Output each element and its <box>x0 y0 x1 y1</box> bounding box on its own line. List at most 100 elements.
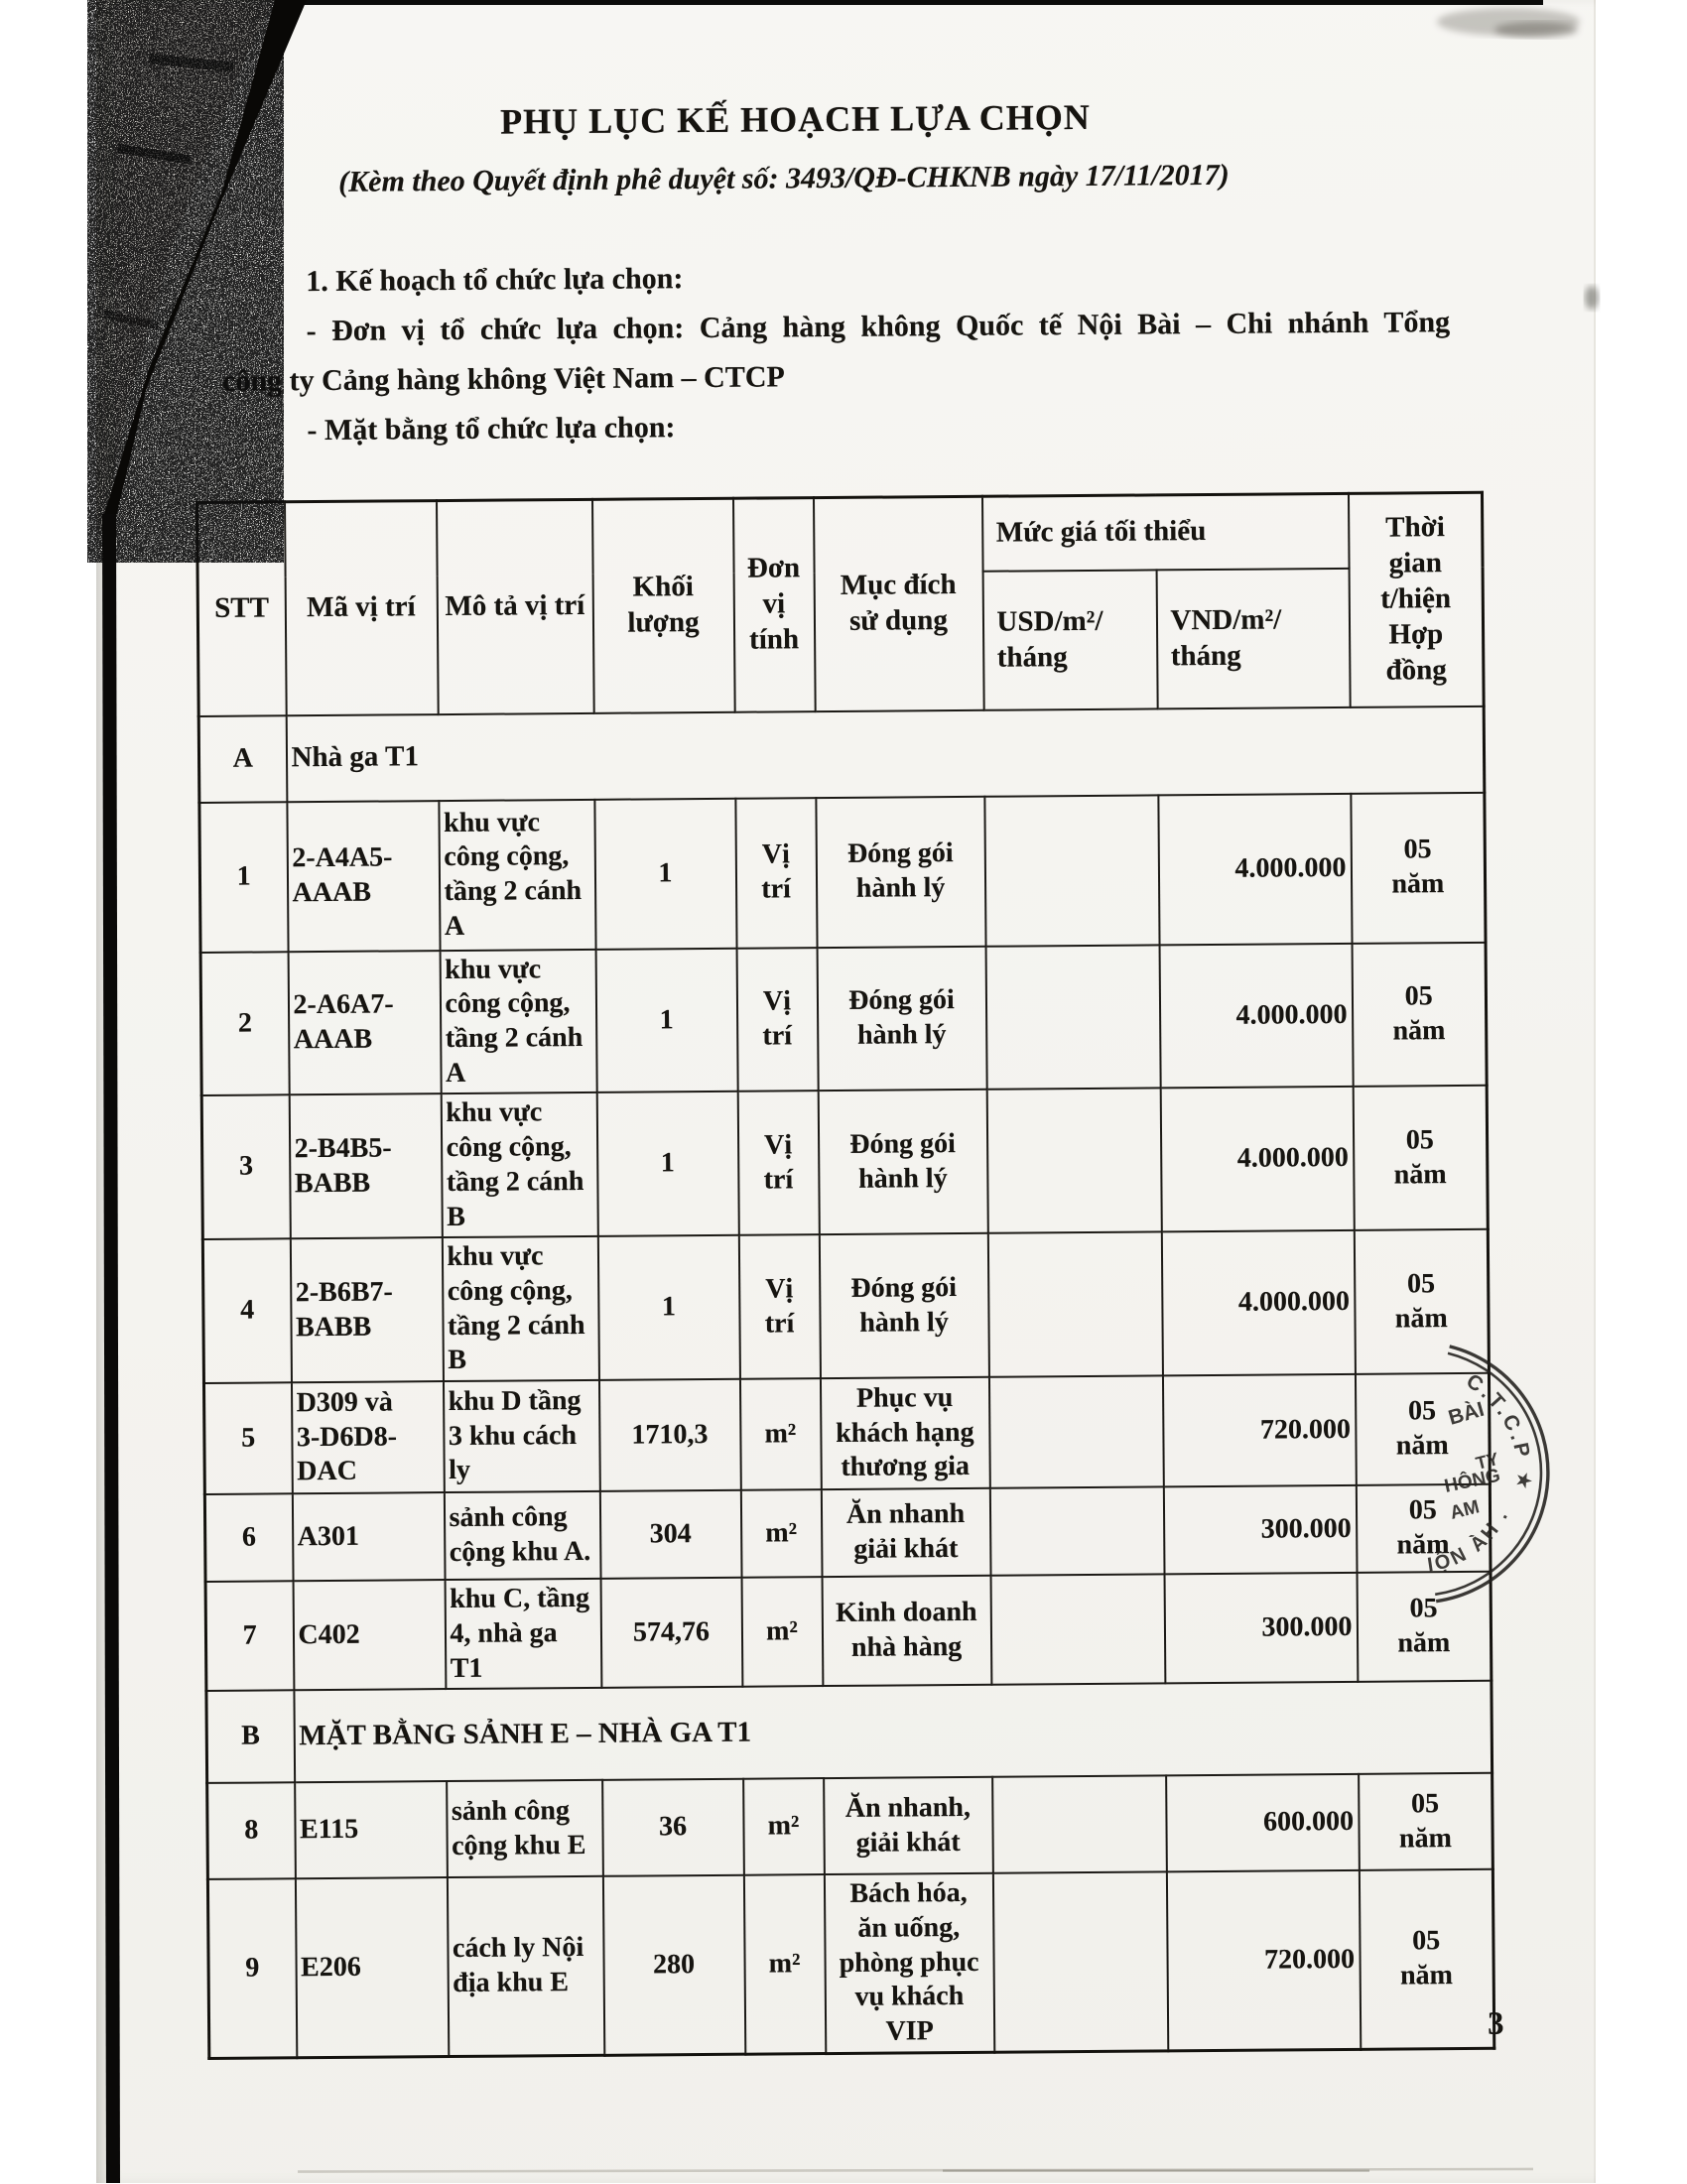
cell-thoi-gian: 05 năm <box>1359 1869 1494 2050</box>
cell-ma: E206 <box>295 1877 449 2058</box>
col-header-stt: STT <box>196 501 287 716</box>
section-stt-cell: A <box>198 714 287 803</box>
cell-khoi-luong: 36 <box>601 1778 744 1877</box>
cell-vnd: 600.000 <box>1165 1774 1360 1872</box>
col-header-muc-gia-toi-thieu: Mức giá tối thiểu <box>981 493 1350 572</box>
cell-mo-ta: khu C, tầng 4, nhà ga T1 <box>445 1578 601 1690</box>
cell-don-vi: m² <box>740 1489 823 1578</box>
cell-mo-ta: sảnh công cộng khu E <box>446 1780 603 1878</box>
cell-ma: 2-B6B7- BABB <box>290 1237 444 1383</box>
cell-vnd: 300.000 <box>1164 1572 1358 1684</box>
cell-ma: 2-A6A7- AAAB <box>288 950 442 1095</box>
cell-khoi-luong: 304 <box>599 1489 742 1579</box>
cell-mo-ta: khu vực công cộng, tầng 2 cánh B <box>441 1092 598 1238</box>
cell-ma: D309 và 3-D6D8- DAC <box>291 1381 445 1494</box>
table-row: 5 D309 và 3-D6D8- DAC khu D tầng 3 khu các… <box>203 1372 1491 1495</box>
cell-mo-ta: khu vực công cộng, tầng 2 cánh A <box>440 949 597 1094</box>
cell-khoi-luong: 280 <box>602 1874 745 2056</box>
section-row: B MẶT BẰNG SẢNH E – NHÀ GA T1 <box>205 1681 1492 1784</box>
document-subtitle: (Kèm theo Quyết định phê duyệt số: 3493/… <box>338 158 1230 198</box>
col-header-usd: USD/m²/ tháng <box>982 569 1158 710</box>
cell-stt: 2 <box>200 951 290 1096</box>
cell-vnd: 4.000.000 <box>1159 943 1354 1089</box>
cell-stt: 5 <box>203 1382 293 1495</box>
cell-stt: 3 <box>201 1094 291 1240</box>
col-header-khoi-luong: Khối lượng <box>591 498 735 713</box>
cell-thoi-gian: 05 năm <box>1355 1372 1491 1485</box>
cell-usd <box>986 1088 1162 1234</box>
cell-muc-dich: Bách hóa, ăn uống, phòng phục vụ khách V… <box>824 1873 994 2054</box>
cell-vnd: 4.000.000 <box>1161 1230 1356 1376</box>
line-mat-bang: - Mặt bằng tổ chức lựa chọn: <box>307 411 676 448</box>
cell-muc-dich: Đóng gói hành lý <box>818 1090 988 1235</box>
cell-ma: E115 <box>294 1781 448 1879</box>
cell-vnd: 300.000 <box>1163 1484 1358 1575</box>
cell-khoi-luong: 574,76 <box>600 1577 742 1689</box>
cell-khoi-luong: 1710,3 <box>598 1378 741 1491</box>
cell-don-vi: Vị trí <box>737 1091 820 1235</box>
section-label: Nhà ga T1 <box>286 706 1485 802</box>
cell-khoi-luong: 1 <box>596 1092 739 1237</box>
cell-muc-dich: Đóng gói hành lý <box>819 1233 989 1379</box>
cell-usd <box>990 1574 1165 1686</box>
cell-usd <box>987 1231 1163 1377</box>
cell-vnd: 4.000.000 <box>1160 1087 1355 1232</box>
selection-plan-table: STT Mã vị trí Mô tả vị trí Khối lượng Đơ… <box>195 490 1496 2060</box>
heading-ke-hoach: 1. Kế hoạch tổ chức lựa chọn: <box>306 262 684 299</box>
cell-khoi-luong: 1 <box>595 948 738 1093</box>
table-row: 1 2-A4A5- AAAB khu vực công cộng, tầng 2 c… <box>198 792 1487 953</box>
cell-muc-dich: Phục vụ khách hạng thương gia <box>820 1376 990 1490</box>
cell-usd <box>989 1486 1165 1576</box>
cell-khoi-luong: 1 <box>597 1234 740 1380</box>
cell-usd <box>988 1375 1164 1488</box>
cell-vnd: 4.000.000 <box>1157 793 1353 945</box>
cell-ma: A301 <box>292 1492 446 1582</box>
cell-don-vi: Vị trí <box>734 797 818 949</box>
page-content: PHỤ LỤC KẾ HOẠCH LỰA CHỌN (Kèm theo Quyế… <box>92 0 1609 2184</box>
cell-vnd: 720.000 <box>1162 1373 1357 1487</box>
cell-thoi-gian: 05 năm <box>1358 1773 1493 1871</box>
cell-don-vi: Vị trí <box>736 947 819 1092</box>
cell-stt: 6 <box>204 1493 294 1583</box>
table-body: A Nhà ga T1 1 2-A4A5- AAAB khu vực công cộng… <box>198 706 1494 2059</box>
table-row: 2 2-A6A7- AAAB khu vực công cộng, tầng 2 c… <box>200 942 1488 1096</box>
cell-muc-dich: Ăn nhanh giải khát <box>821 1487 991 1578</box>
cell-ma: 2-A4A5- AAAB <box>286 800 441 952</box>
line-don-vi-to-chuc: - Đơn vị tổ chức lựa chọn: Cảng hàng khô… <box>306 306 1451 348</box>
cell-stt: 7 <box>205 1581 294 1692</box>
col-header-muc-dich-su-dung: Mục đích sử dụng <box>813 496 984 711</box>
table-row: 9 E206 cách ly Nội địa khu E 280 m² Bách hóa,… <box>207 1869 1494 2059</box>
col-header-thoi-gian: Thời gian t/hiện Hợp đồng <box>1348 492 1485 707</box>
cell-usd <box>992 1871 1168 2053</box>
page-number: 3 <box>1487 2005 1504 2042</box>
line-cong-ty: công ty Cảng hàng không Việt Nam – CTCP <box>221 360 785 398</box>
cell-muc-dich: Đóng gói hành lý <box>815 796 986 948</box>
cell-don-vi: m² <box>742 1778 825 1875</box>
section-row: A Nhà ga T1 <box>198 706 1485 803</box>
table-row: 3 2-B4B5- BABB khu vực công cộng, tầng 2 c… <box>201 1086 1489 1240</box>
cell-vnd: 720.000 <box>1166 1870 1361 2051</box>
cell-ma: 2-B4B5- BABB <box>289 1093 443 1239</box>
cell-ma: C402 <box>293 1580 446 1691</box>
cell-stt: 1 <box>198 801 289 953</box>
cell-stt: 8 <box>206 1782 296 1880</box>
document-title: PHỤ LỤC KẾ HOẠCH LỰA CHỌN <box>499 96 1091 142</box>
col-header-ma-vi-tri: Mã vị trí <box>284 500 439 715</box>
cell-don-vi: m² <box>743 1874 826 2055</box>
cell-don-vi: m² <box>739 1378 822 1490</box>
cell-thoi-gian: 05 năm <box>1357 1571 1492 1683</box>
table-row: 4 2-B6B7- BABB khu vực công cộng, tầng 2 c… <box>202 1229 1490 1384</box>
col-header-don-vi-tinh: Đơn vị tính <box>732 497 816 712</box>
table-header-row-1: STT Mã vị trí Mô tả vị trí Khối lượng Đơ… <box>196 492 1485 716</box>
col-header-vnd: VND/m²/ tháng <box>1156 568 1351 708</box>
cell-mo-ta: khu vực công cộng, tầng 2 cánh B <box>442 1236 599 1382</box>
cell-stt: 4 <box>202 1238 292 1384</box>
cell-thoi-gian: 05 năm <box>1353 1086 1489 1231</box>
cell-mo-ta: khu D tầng 3 khu cách ly <box>443 1379 600 1493</box>
cell-stt: 9 <box>207 1878 297 2059</box>
cell-thoi-gian: 05 năm <box>1356 1483 1492 1573</box>
cell-don-vi: m² <box>741 1577 823 1687</box>
cell-don-vi: Vị trí <box>738 1234 821 1379</box>
document-page: PHỤ LỤC KẾ HOẠCH LỰA CHỌN (Kèm theo Quyế… <box>96 0 1596 2183</box>
